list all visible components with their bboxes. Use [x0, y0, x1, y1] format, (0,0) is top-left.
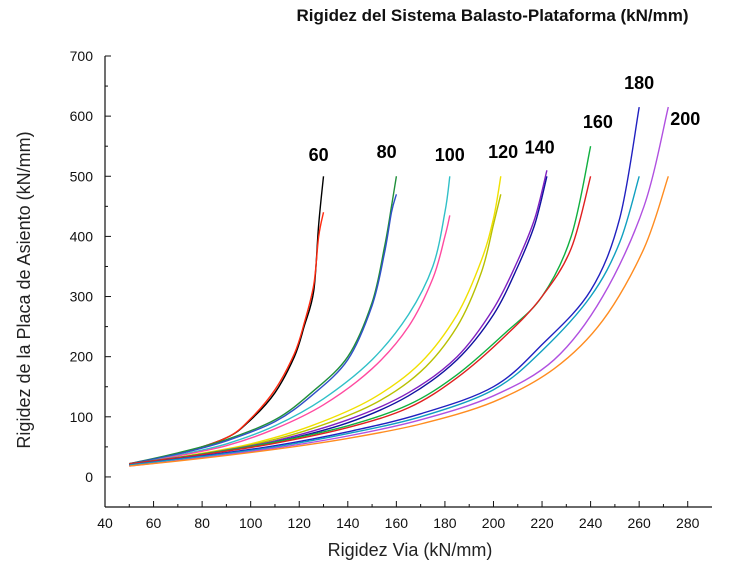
x-axis-label: Rigidez Via (kN/mm) — [328, 540, 493, 560]
y-tick-label: 200 — [70, 349, 94, 365]
series-line-180-12 — [129, 106, 640, 466]
series-label-140: 140 — [525, 137, 555, 157]
series-line-200-15 — [129, 176, 669, 467]
series-line-60-0 — [129, 176, 325, 466]
x-tick-label: 80 — [194, 515, 210, 531]
x-tick-label: 240 — [579, 515, 603, 531]
x-tick-label: 140 — [336, 515, 360, 531]
series-layer — [129, 106, 669, 467]
x-tick-label: 260 — [627, 515, 651, 531]
series-label-80: 80 — [377, 142, 397, 162]
x-tick-label: 180 — [433, 515, 457, 531]
series-label-120: 120 — [488, 142, 518, 162]
y-tick-label: 100 — [70, 409, 94, 425]
series-line-100-5 — [129, 215, 451, 466]
series-line-80-3 — [129, 194, 398, 465]
series-line-140-8 — [129, 170, 548, 466]
x-tick-label: 60 — [146, 515, 162, 531]
y-axis-label: Rigidez de la Placa de Asiento (kN/mm) — [14, 131, 34, 448]
chart-title: Rigidez del Sistema Balasto-Plataforma (… — [296, 6, 689, 25]
y-tick-label: 300 — [70, 289, 94, 305]
x-tick-label: 220 — [530, 515, 554, 531]
series-label-60: 60 — [309, 145, 329, 165]
series-label-180: 180 — [624, 73, 654, 93]
series-label-160: 160 — [583, 112, 613, 132]
y-tick-label: 700 — [70, 48, 94, 64]
x-tick-label: 160 — [385, 515, 409, 531]
series-line-200-14 — [129, 106, 669, 467]
series-line-80-2 — [129, 176, 398, 465]
series-line-160-11 — [129, 176, 592, 465]
series-label-100: 100 — [435, 145, 465, 165]
y-tick-label: 0 — [85, 469, 93, 485]
x-tick-label: 200 — [482, 515, 506, 531]
series-line-180-13 — [129, 176, 640, 466]
axes: 40 60 80 100 120 140 160 180 200 220 240 260 280 0 100… — [70, 48, 712, 531]
x-tick-label: 120 — [288, 515, 312, 531]
series-line-120-6 — [133, 176, 502, 466]
y-tick-label: 500 — [70, 168, 94, 184]
x-tick-label: 280 — [676, 515, 700, 531]
series-line-160-10 — [129, 146, 592, 465]
series-label-200: 200 — [670, 109, 700, 129]
y-tick-label: 600 — [70, 108, 94, 124]
x-tick-label: 40 — [97, 515, 113, 531]
series-line-140-9 — [129, 176, 548, 466]
y-tick-label: 400 — [70, 228, 94, 244]
annotation-layer: 60 80 100 120 140 160 180 200 — [309, 73, 701, 165]
x-tick-label: 100 — [239, 515, 263, 531]
series-line-100-4 — [129, 176, 451, 466]
series-line-60-1 — [129, 212, 325, 466]
